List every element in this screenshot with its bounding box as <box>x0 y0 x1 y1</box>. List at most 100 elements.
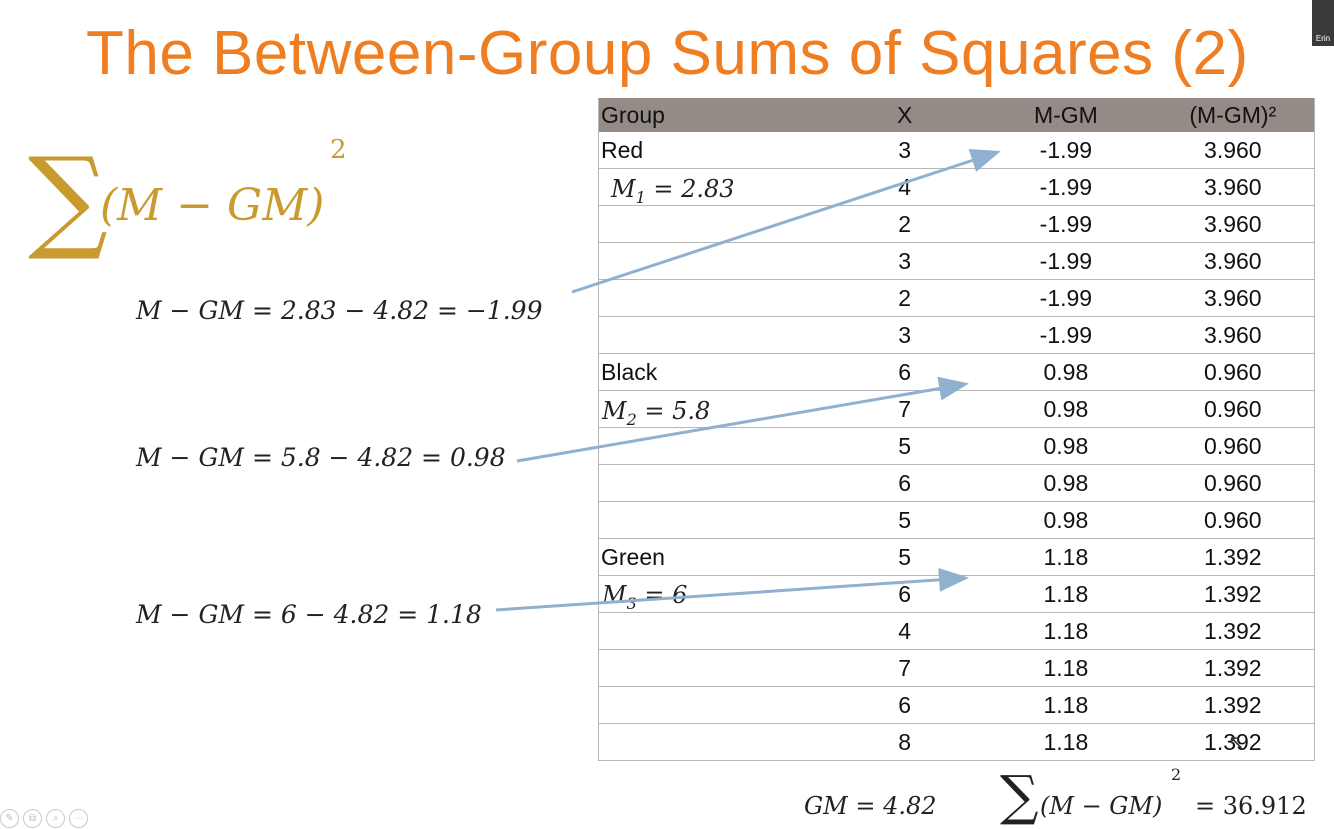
cell-group: Green <box>598 538 830 576</box>
cell-m-gm: 0.98 <box>980 464 1152 502</box>
cell-group <box>598 205 830 243</box>
total-result: = 36.912 <box>1195 792 1307 820</box>
cell-x: 6 <box>829 686 981 724</box>
mouse-cursor-icon: ↖ <box>1228 732 1245 754</box>
cell-m-gm: 1.18 <box>980 538 1152 576</box>
table-row: Black 6 0.98 0.960 <box>598 353 1315 391</box>
cell-m-gm: 1.18 <box>980 686 1152 724</box>
copy-icon[interactable]: ⧉ <box>23 809 42 828</box>
cell-m-gm-squared: 0.960 <box>1151 501 1315 539</box>
cell-group <box>598 649 830 687</box>
cell-m-gm: 0.98 <box>980 353 1152 391</box>
cell-x: 3 <box>829 242 981 280</box>
formula-expression: (M − GM) <box>100 180 325 231</box>
cell-m-gm: 1.18 <box>980 649 1152 687</box>
header-group: Group <box>598 98 830 132</box>
table-row: 6 1.18 1.392 <box>598 686 1315 724</box>
cell-group <box>598 427 830 465</box>
cell-m-gm: -1.99 <box>980 242 1152 280</box>
header-x: X <box>829 98 981 132</box>
total-sum-of-squares: ∑ (M − GM) 2 = 36.912 <box>1000 765 1334 829</box>
formula-exponent: 2 <box>330 135 347 165</box>
cell-x: 5 <box>829 538 981 576</box>
group-mean-green: M3 = 6 <box>602 581 688 613</box>
total-expression: (M − GM) <box>1040 792 1163 820</box>
cell-m-gm-squared: 0.960 <box>1151 464 1315 502</box>
cell-x: 2 <box>829 279 981 317</box>
header-m-gm: M-GM <box>980 98 1152 132</box>
cell-m-gm-squared: 3.960 <box>1151 279 1315 317</box>
equation-red: M − GM = 2.83 − 4.82 = −1.99 <box>136 296 543 325</box>
cell-m-gm-squared: 1.392 <box>1151 575 1315 613</box>
equation-green: M − GM = 6 − 4.82 = 1.18 <box>136 600 482 629</box>
more-icon[interactable]: ⋯ <box>69 809 88 828</box>
pen-icon[interactable]: ✎ <box>0 809 19 828</box>
cell-group <box>598 242 830 280</box>
cell-x: 6 <box>829 575 981 613</box>
cell-group <box>598 686 830 724</box>
cell-group <box>598 279 830 317</box>
cell-x: 8 <box>829 723 981 761</box>
table-row: 5 0.98 0.960 <box>598 427 1315 465</box>
cell-x: 5 <box>829 427 981 465</box>
cell-m-gm: 0.98 <box>980 390 1152 428</box>
table-row: Red 3 -1.99 3.960 <box>598 132 1315 169</box>
cell-x: 6 <box>829 464 981 502</box>
grand-mean: GM = 4.82 <box>804 792 937 820</box>
cell-x: 3 <box>829 132 981 169</box>
cell-group <box>598 316 830 354</box>
cell-m-gm-squared: 0.960 <box>1151 390 1315 428</box>
group-mean-black: M2 = 5.8 <box>602 397 711 429</box>
group-mean-red: M1 = 2.83 <box>611 175 735 207</box>
total-sigma-symbol: ∑ <box>1000 764 1039 827</box>
sum-of-squares-formula: ∑ (M − GM) 2 <box>28 135 368 275</box>
cell-group <box>598 612 830 650</box>
presenter-video-thumbnail[interactable]: Erin <box>1312 0 1334 46</box>
cell-group: Black <box>598 353 830 391</box>
cell-m-gm-squared: 1.392 <box>1151 649 1315 687</box>
cell-m-gm: -1.99 <box>980 205 1152 243</box>
cell-x: 4 <box>829 168 981 206</box>
cell-m-gm-squared: 0.960 <box>1151 427 1315 465</box>
cell-m-gm-squared: 3.960 <box>1151 168 1315 206</box>
cell-m-gm-squared: 1.392 <box>1151 723 1315 761</box>
cell-x: 7 <box>829 649 981 687</box>
cell-m-gm-squared: 3.960 <box>1151 316 1315 354</box>
table-row: 6 0.98 0.960 <box>598 464 1315 502</box>
cell-group <box>598 464 830 502</box>
cell-x: 2 <box>829 205 981 243</box>
cell-m-gm: -1.99 <box>980 279 1152 317</box>
cell-m-gm-squared: 3.960 <box>1151 205 1315 243</box>
cell-group: Red <box>598 132 830 169</box>
table-row: 3 -1.99 3.960 <box>598 242 1315 280</box>
table-row: 2 -1.99 3.960 <box>598 279 1315 317</box>
cell-x: 7 <box>829 390 981 428</box>
cell-m-gm-squared: 1.392 <box>1151 538 1315 576</box>
cell-m-gm: 1.18 <box>980 723 1152 761</box>
sigma-symbol: ∑ <box>28 134 108 264</box>
cell-m-gm-squared: 3.960 <box>1151 132 1315 169</box>
table-row: Green 5 1.18 1.392 <box>598 538 1315 576</box>
cell-m-gm-squared: 1.392 <box>1151 686 1315 724</box>
cell-m-gm: 1.18 <box>980 612 1152 650</box>
table-row: 2 -1.99 3.960 <box>598 205 1315 243</box>
table-row: 3 -1.99 3.960 <box>598 316 1315 354</box>
cell-m-gm: -1.99 <box>980 316 1152 354</box>
zoom-icon[interactable]: ⌕ <box>46 809 65 828</box>
cell-m-gm-squared: 0.960 <box>1151 353 1315 391</box>
cell-m-gm-squared: 3.960 <box>1151 242 1315 280</box>
slide-title: The Between-Group Sums of Squares (2) <box>86 19 1249 88</box>
table-row: 8 1.18 1.392 <box>598 723 1315 761</box>
table-row: 4 1.18 1.392 <box>598 612 1315 650</box>
cell-x: 4 <box>829 612 981 650</box>
table-row: 6 1.18 1.392 <box>598 575 1315 613</box>
cell-x: 3 <box>829 316 981 354</box>
equation-black: M − GM = 5.8 − 4.82 = 0.98 <box>136 443 506 472</box>
cell-x: 6 <box>829 353 981 391</box>
cell-x: 5 <box>829 501 981 539</box>
cell-m-gm: 0.98 <box>980 501 1152 539</box>
header-m-gm-squared: (M-GM)² <box>1151 98 1315 132</box>
cell-m-gm: 0.98 <box>980 427 1152 465</box>
cell-m-gm: -1.99 <box>980 132 1152 169</box>
total-exponent: 2 <box>1171 765 1182 784</box>
